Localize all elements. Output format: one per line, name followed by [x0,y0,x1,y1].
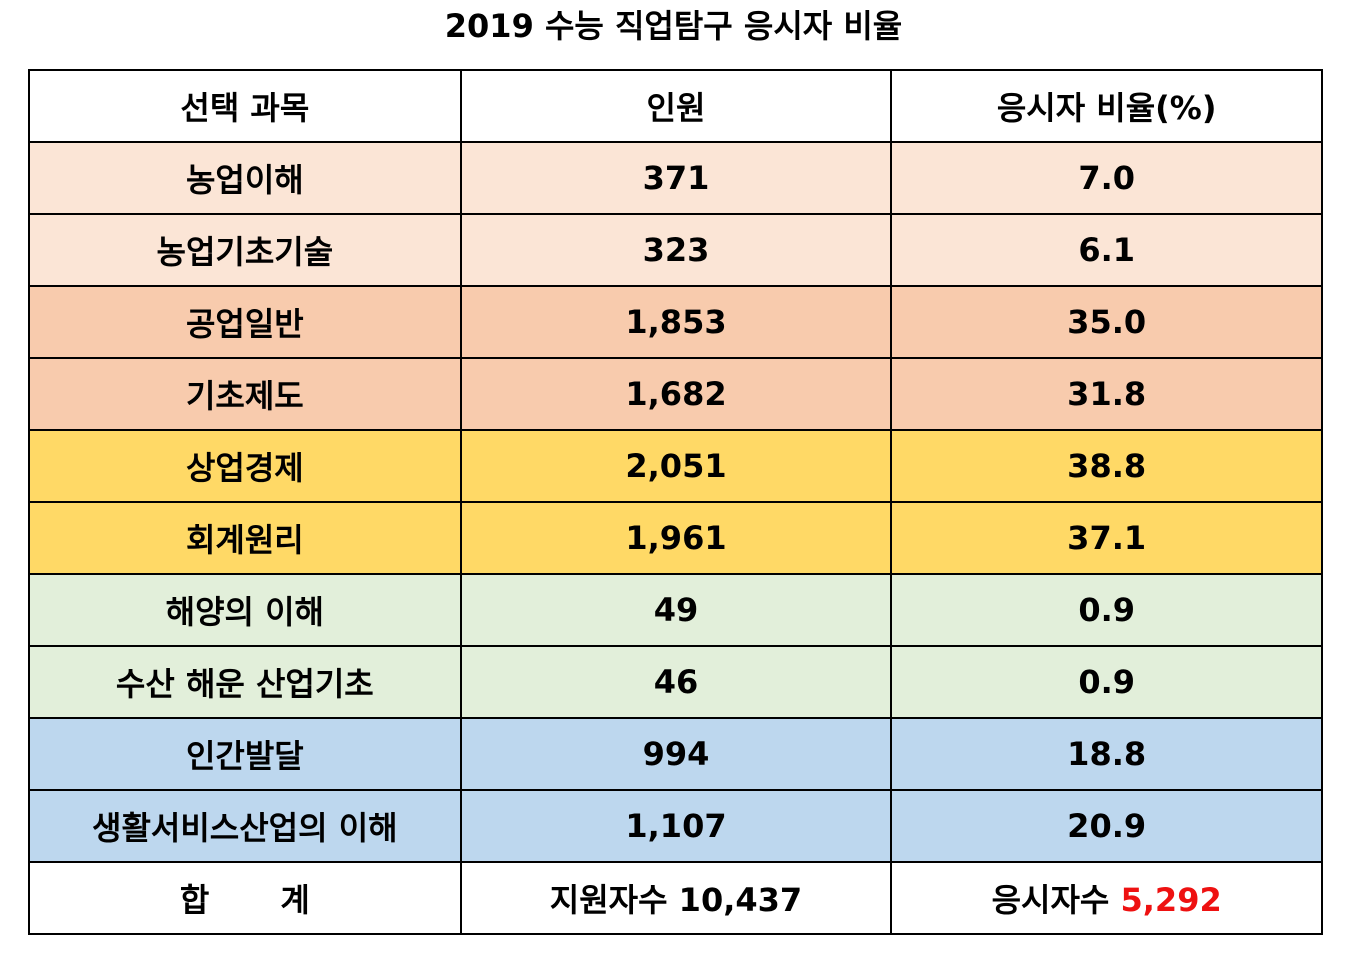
ratio-cell: 0.9 [890,645,1323,719]
ratio-cell: 0.9 [890,573,1323,647]
table-row: 상업경제 2,051 38.8 [28,429,1323,503]
table-row: 기초제도 1,682 31.8 [28,357,1323,431]
ratio-cell: 35.0 [890,285,1323,359]
count-cell: 1,682 [459,357,893,431]
ratio-cell: 18.8 [890,717,1323,791]
header-row: 선택 과목 인원 응시자 비율(%) [28,69,1323,143]
count-cell: 2,051 [459,429,893,503]
subject-cell: 기초제도 [28,357,462,431]
subject-cell: 인간발달 [28,717,462,791]
subject-cell: 공업일반 [28,285,462,359]
takers-label: 응시자수 [991,881,1110,919]
table-row: 해양의 이해 49 0.9 [28,573,1323,647]
count-cell: 323 [459,213,893,287]
subject-cell: 해양의 이해 [28,573,462,647]
total-label: 합 계 [28,861,462,935]
subject-cell: 농업이해 [28,141,462,215]
ratio-cell: 38.8 [890,429,1323,503]
count-cell: 1,107 [459,789,893,863]
header-subject: 선택 과목 [28,69,462,143]
subject-cell: 생활서비스산업의 이해 [28,789,462,863]
ratio-cell: 6.1 [890,213,1323,287]
count-cell: 994 [459,717,893,791]
subject-cell: 회계원리 [28,501,462,575]
total-row: 합 계 지원자수 10,437 응시자수 5,292 [28,861,1323,935]
table-row: 회계원리 1,961 37.1 [28,501,1323,575]
total-applicants: 지원자수 10,437 [459,861,893,935]
count-cell: 1,853 [459,285,893,359]
header-count: 인원 [459,69,893,143]
subject-cell: 수산 해운 산업기초 [28,645,462,719]
table-row: 농업기초기술 323 6.1 [28,213,1323,287]
participation-table: 선택 과목 인원 응시자 비율(%) 농업이해 371 7.0 농업기초기술 3… [28,69,1323,935]
count-cell: 46 [459,645,893,719]
table-row: 농업이해 371 7.0 [28,141,1323,215]
ratio-cell: 7.0 [890,141,1323,215]
subject-cell: 농업기초기술 [28,213,462,287]
table-row: 수산 해운 산업기초 46 0.9 [28,645,1323,719]
ratio-cell: 20.9 [890,789,1323,863]
table-row: 공업일반 1,853 35.0 [28,285,1323,359]
count-cell: 1,961 [459,501,893,575]
total-takers: 응시자수 5,292 [890,861,1323,935]
page-title: 2019 수능 직업탐구 응시자 비율 [444,7,903,45]
header-ratio: 응시자 비율(%) [890,69,1323,143]
table-row: 인간발달 994 18.8 [28,717,1323,791]
count-cell: 371 [459,141,893,215]
ratio-cell: 31.8 [890,357,1323,431]
count-cell: 49 [459,573,893,647]
takers-value: 5,292 [1120,881,1222,919]
ratio-cell: 37.1 [890,501,1323,575]
subject-cell: 상업경제 [28,429,462,503]
table-row: 생활서비스산업의 이해 1,107 20.9 [28,789,1323,863]
